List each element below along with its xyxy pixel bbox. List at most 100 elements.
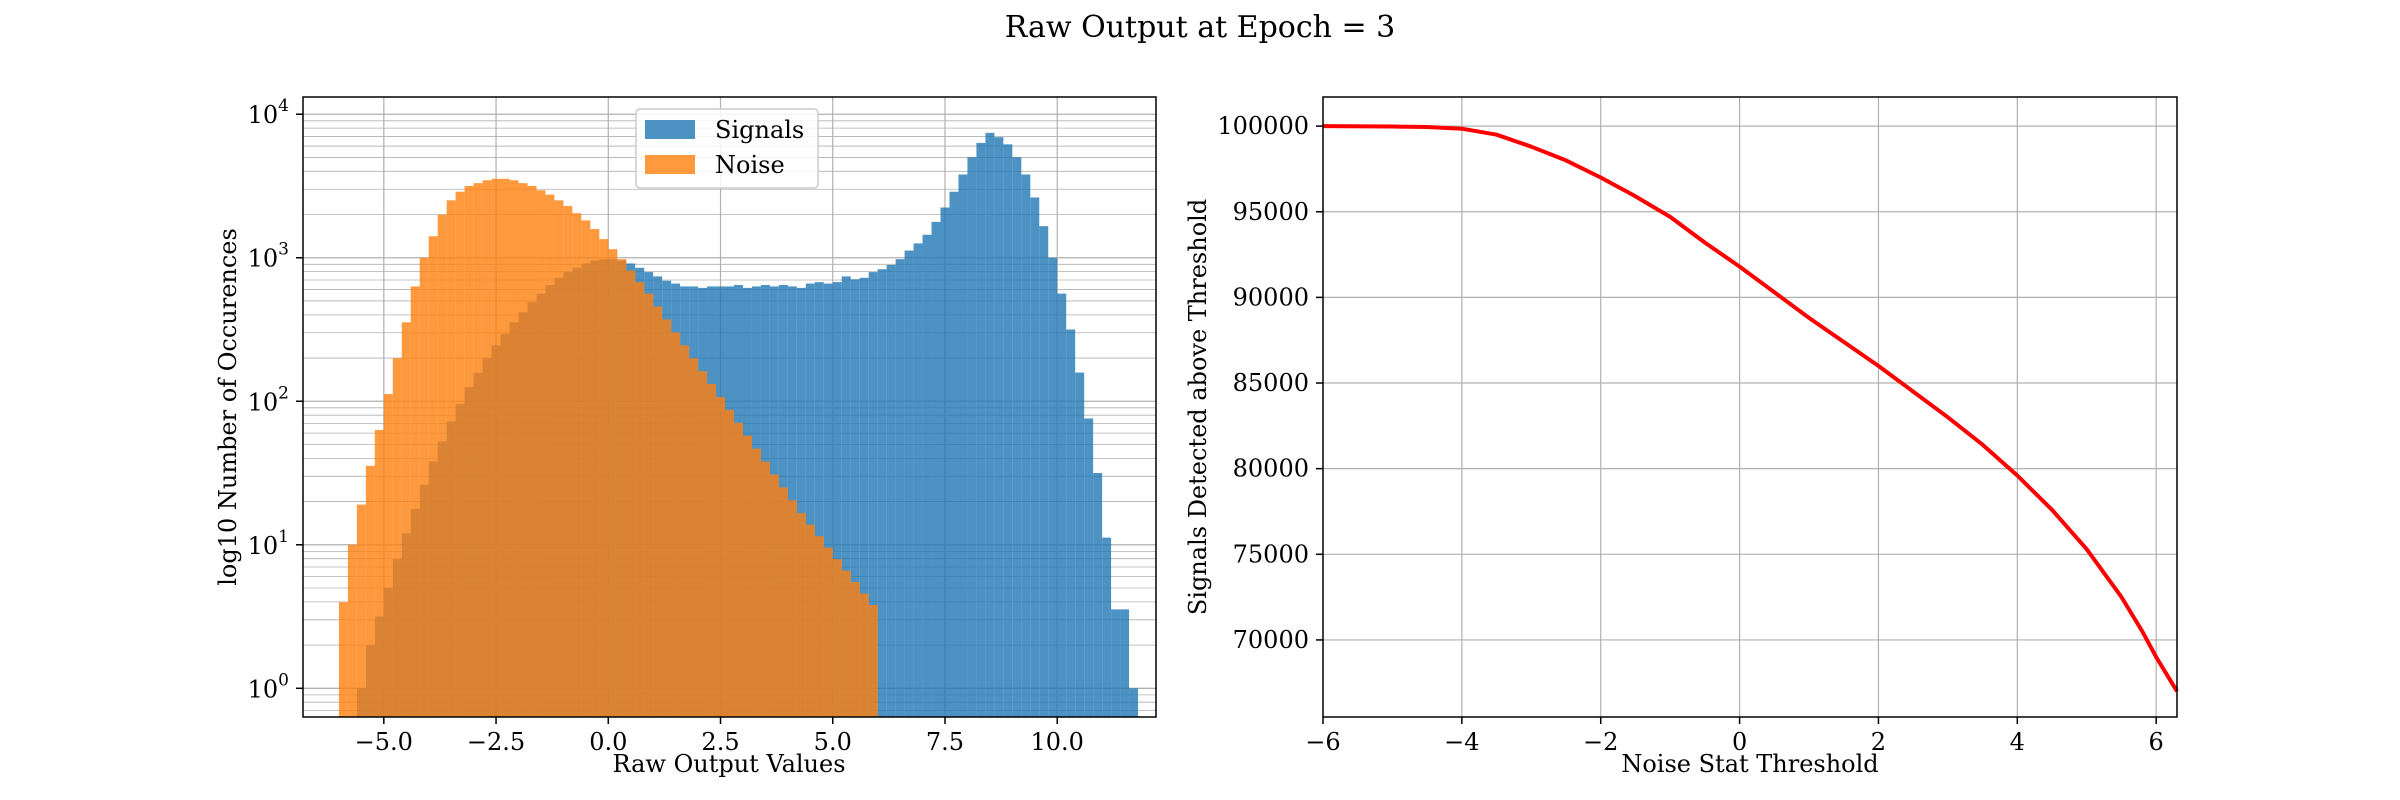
- noise-histogram-bar: [572, 213, 582, 717]
- noise-histogram-bar: [805, 524, 815, 717]
- signals-histogram-bar: [868, 272, 878, 717]
- noise-histogram-bar: [644, 293, 654, 717]
- signals-histogram-bar: [1111, 609, 1121, 717]
- signals-histogram-bar: [1093, 473, 1103, 717]
- signals-histogram-bar: [1021, 174, 1031, 717]
- signals-histogram-bar: [877, 269, 887, 717]
- x-tick-label: −2: [1583, 728, 1618, 756]
- noise-histogram-bar: [509, 180, 519, 718]
- noise-histogram-bar: [635, 282, 645, 717]
- noise-histogram-bar: [796, 513, 806, 717]
- x-tick-label: 6: [2149, 728, 2164, 756]
- histogram-y-ticks: 100 101 102 103 104: [248, 96, 303, 703]
- noise-histogram-bar: [859, 593, 869, 717]
- noise-histogram-bar: [464, 185, 474, 718]
- histogram-x-axis-label: Raw Output Values: [612, 750, 845, 778]
- noise-histogram-bar: [778, 487, 788, 717]
- noise-histogram-bar: [473, 183, 483, 718]
- x-tick-label: 2.5: [701, 728, 739, 756]
- signals-histogram-bar: [958, 174, 968, 717]
- figure-title: Raw Output at Epoch = 3: [1005, 10, 1396, 45]
- signals-detected-curve: [1322, 124, 2179, 693]
- line-chart-x-ticks: −6 −4 −2 0 2 4 6: [1305, 717, 2164, 756]
- signals-histogram-bar: [832, 282, 842, 717]
- noise-histogram-bar: [787, 500, 797, 717]
- noise-histogram-bar: [392, 358, 402, 717]
- y-tick-label: 100: [248, 670, 289, 703]
- noise-histogram-bar: [841, 570, 851, 717]
- noise-histogram-bar: [599, 239, 609, 718]
- noise-histogram-bar: [374, 429, 384, 717]
- noise-histogram-bar: [419, 257, 429, 717]
- noise-histogram-bar: [410, 286, 420, 717]
- noise-histogram-bar: [626, 270, 636, 717]
- x-tick-label: 4: [2010, 728, 2025, 756]
- legend-label-noise: Noise: [715, 151, 785, 179]
- signals-histogram-bar: [895, 259, 905, 717]
- x-tick-label: −2.5: [467, 728, 525, 756]
- noise-histogram-bar: [491, 178, 501, 718]
- noise-histogram-bar: [446, 200, 456, 718]
- y-tick-label: 90000: [1233, 283, 1309, 311]
- y-tick-label: 100000: [1217, 112, 1309, 140]
- noise-histogram-bar: [590, 229, 600, 717]
- noise-histogram-bar: [347, 544, 357, 717]
- noise-histogram-bar: [733, 422, 743, 717]
- noise-histogram-bar: [850, 582, 860, 717]
- noise-histogram-bar: [455, 191, 465, 717]
- noise-histogram-bar: [383, 394, 393, 717]
- histogram-x-ticks: −5.0 −2.5 0.0 2.5 5.0 7.5 10.0: [355, 717, 1084, 756]
- x-tick-label: 2: [1871, 728, 1886, 756]
- noise-histogram-bar: [760, 461, 770, 717]
- histogram-panel: −5.0 −2.5 0.0 2.5 5.0 7.5 10.0 100 101 102 103 104…: [214, 96, 1157, 778]
- line-chart-plot-frame: [1322, 96, 2178, 718]
- y-tick-label: 102: [248, 383, 289, 416]
- noise-histogram-bar: [581, 220, 591, 718]
- noise-histogram-bar: [527, 185, 537, 718]
- signals-histogram-bar: [1120, 609, 1130, 717]
- noise-histogram-bar: [428, 236, 438, 718]
- noise-histogram-bar: [769, 474, 779, 717]
- noise-histogram-bar: [698, 371, 708, 717]
- signals-histogram-bar: [913, 243, 923, 717]
- x-tick-label: 7.5: [926, 728, 964, 756]
- noise-histogram-bar: [725, 409, 734, 717]
- noise-histogram-bar: [563, 206, 573, 717]
- noise-histogram-bar: [823, 547, 833, 717]
- noise-histogram-bar: [751, 448, 761, 717]
- noise-histogram-bar: [617, 259, 627, 717]
- noise-histogram-bar: [356, 504, 366, 717]
- line-chart-grid: [1323, 97, 2177, 717]
- x-tick-label: 5.0: [814, 728, 852, 756]
- noise-histogram-bars: [338, 178, 878, 718]
- signals-histogram-bar: [859, 277, 869, 717]
- noise-histogram-bar: [437, 214, 447, 717]
- signals-histogram-bar: [823, 283, 833, 717]
- noise-histogram-bar: [554, 200, 564, 718]
- signals-histogram-bar: [1012, 157, 1022, 717]
- y-tick-label: 104: [248, 96, 289, 129]
- legend-label-signals: Signals: [715, 116, 804, 144]
- noise-histogram-bar: [518, 183, 528, 718]
- noise-histogram-bar: [868, 605, 878, 717]
- histogram-plot-frame: [302, 96, 1157, 718]
- signals-histogram-bar: [1048, 257, 1058, 717]
- noise-histogram-bar: [680, 345, 690, 717]
- noise-histogram-bar: [689, 358, 699, 717]
- x-tick-label: −5.0: [355, 728, 413, 756]
- signals-histogram-bar: [985, 132, 995, 717]
- x-tick-label: 0.0: [589, 728, 627, 756]
- noise-histogram-bar: [653, 306, 663, 717]
- signals-histogram-bar: [949, 191, 959, 717]
- signals-histogram-bar: [1084, 418, 1094, 717]
- signals-histogram-bar: [814, 282, 824, 717]
- line-chart-y-ticks: 70000 75000 80000 85000 90000 95000 100000: [1217, 112, 1323, 654]
- y-tick-label: 101: [248, 527, 289, 560]
- signals-histogram-bar: [1057, 293, 1067, 717]
- noise-histogram-bar: [814, 536, 824, 717]
- signals-histogram-bar: [886, 264, 896, 717]
- signals-histogram-bar: [922, 234, 932, 717]
- threshold-line-panel: −6 −4 −2 0 2 4 6 70000 75000 80000 85000 90000 9500…: [1184, 96, 2179, 778]
- legend-swatch-signals: [645, 120, 695, 139]
